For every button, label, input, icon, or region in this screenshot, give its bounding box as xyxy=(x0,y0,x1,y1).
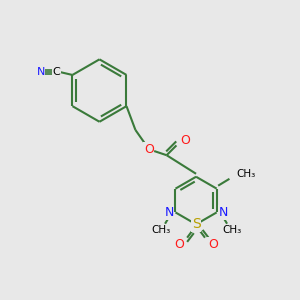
Text: O: O xyxy=(144,143,154,156)
Text: O: O xyxy=(174,238,184,251)
Text: N: N xyxy=(164,206,174,219)
Text: N: N xyxy=(218,206,228,219)
Text: O: O xyxy=(208,238,218,251)
Text: CH₃: CH₃ xyxy=(151,225,170,235)
Text: C: C xyxy=(52,67,60,77)
Text: S: S xyxy=(192,217,200,231)
Text: CH₃: CH₃ xyxy=(236,169,255,179)
Text: O: O xyxy=(180,134,190,147)
Text: CH₃: CH₃ xyxy=(222,225,241,235)
Text: N: N xyxy=(37,67,45,77)
